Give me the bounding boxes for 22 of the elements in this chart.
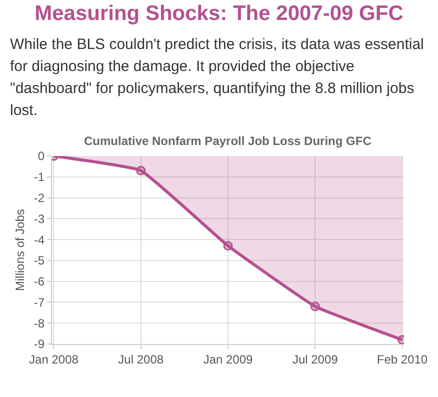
point [310, 302, 320, 312]
chart-title: Measuring Shocks: The 2007-09 GFC [34, 2, 404, 26]
x-tick-label: Jul 2008 [118, 352, 164, 366]
y-axis-title: Millions of Jobs [13, 208, 28, 292]
x-tick-label: Jul 2009 [292, 352, 338, 366]
x-tick-label: Jan 2008 [29, 352, 79, 366]
y-tick-label: -6 [34, 274, 45, 289]
y-tick-label: -9 [34, 337, 45, 352]
y-tick-label: -7 [34, 295, 45, 310]
text: Cumulative Nonfarm Payroll Job Loss During GFC [84, 134, 372, 148]
point [223, 241, 233, 251]
y-tick-label: -2 [34, 190, 45, 205]
x-tick-label: Jan 2009 [203, 352, 254, 366]
y-tick-label: -8 [34, 316, 45, 330]
y-tick-label: -3 [34, 212, 45, 226]
chart-subtitle: While the BLS couldn't predict the crisis, its data was essential for diagnosing the damage. It provided the objective "dashboard" for policymakers, quantifying the 8.8 million jobs lost. [10, 35, 425, 121]
y-tick-label: 0 [38, 149, 45, 164]
y-tick-label: -4 [34, 232, 45, 247]
x-tick-label: Feb 2010 [376, 352, 428, 366]
y-tick-label: -5 [34, 254, 45, 268]
point [136, 166, 146, 176]
y-tick-label: -1 [34, 170, 45, 184]
